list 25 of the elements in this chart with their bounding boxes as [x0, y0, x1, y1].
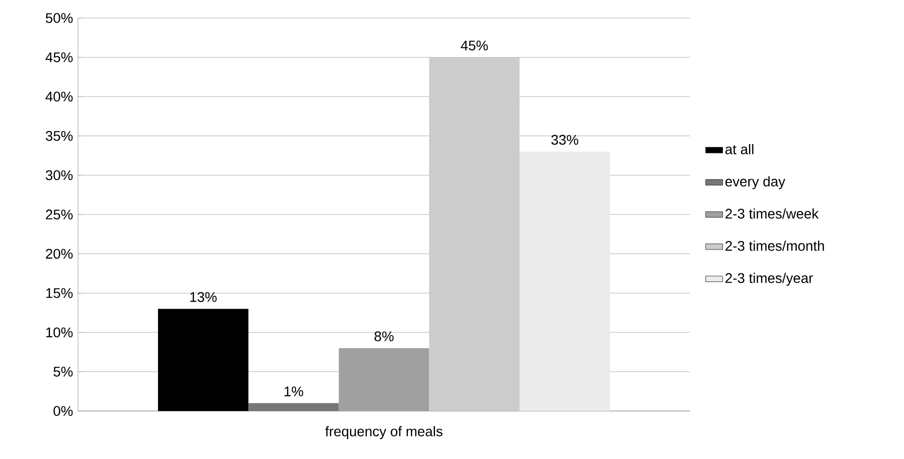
y-tick-label: 20% — [46, 248, 73, 259]
y-tick-label: 5% — [54, 366, 73, 377]
legend-label: 2-3 times/year — [726, 272, 813, 286]
bar — [429, 57, 520, 411]
data-label: 45% — [460, 40, 488, 50]
y-tick-label: 15% — [46, 288, 73, 298]
y-tick-label: 30% — [46, 170, 73, 180]
data-label: 8% — [374, 331, 394, 342]
y-tick-label: 45% — [46, 52, 73, 62]
legend-label: 2-3 times/week — [726, 208, 819, 219]
data-label: 33% — [551, 134, 578, 145]
y-tick-label: 10% — [46, 327, 73, 338]
y-tick-label: 35% — [46, 130, 73, 141]
legend-label: every day — [725, 176, 786, 190]
data-label: 13% — [190, 292, 217, 302]
y-tick-label: 25% — [46, 210, 73, 220]
bar — [158, 308, 248, 411]
legend-label: 2-3 times/month — [726, 240, 824, 251]
y-tick-label: 40% — [46, 92, 73, 102]
bar — [520, 152, 610, 411]
data-label: 1% — [284, 386, 304, 396]
legend-label: at all — [725, 144, 754, 154]
x-tick-label: frequency of meals — [325, 426, 442, 440]
y-tick-label: 0% — [54, 406, 73, 416]
y-tick-label: 50% — [46, 13, 73, 23]
